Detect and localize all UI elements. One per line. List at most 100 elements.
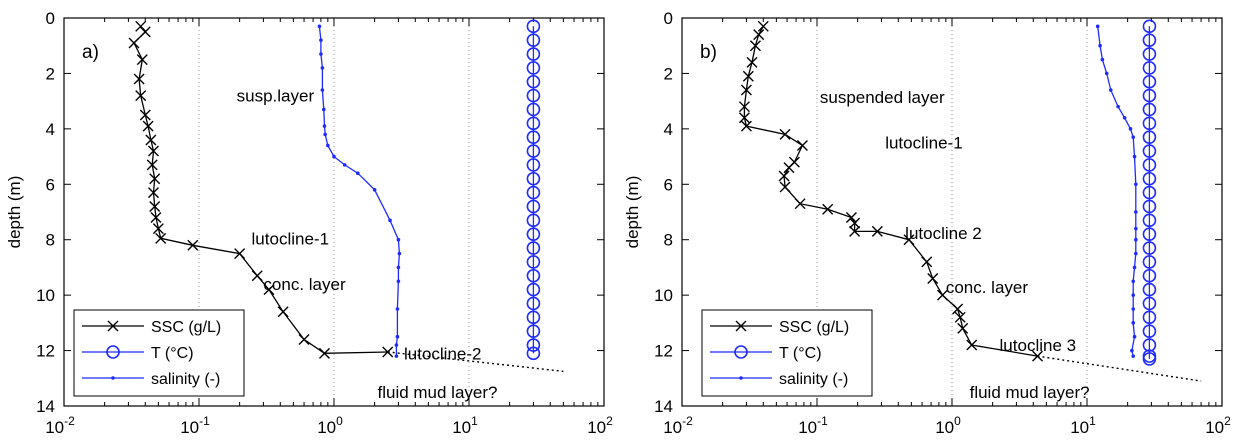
- chart-panel-2: 10-2 10-1 100 101 102 0 2 4 6 8 10 12 14 depth (m) sus…: [623, 9, 1231, 437]
- x-tick-label: 101: [452, 414, 478, 437]
- point-t-c: [1142, 33, 1157, 47]
- point-t-c: [526, 296, 541, 311]
- point-t-c: [1142, 61, 1157, 75]
- point-salinity: [1134, 237, 1138, 242]
- point-ssc-g-l: [742, 70, 754, 82]
- point-t-c: [1142, 47, 1157, 61]
- point-ssc-g-l: [927, 273, 939, 285]
- x-tick-label: 100: [317, 414, 343, 437]
- x-tick-label: 100: [935, 414, 961, 437]
- point-ssc-g-l: [871, 225, 883, 237]
- point-t-c: [526, 158, 541, 172]
- point-ssc-g-l: [146, 159, 158, 171]
- y-tick-label: 4: [664, 120, 673, 139]
- annotation-lutocline-2: lutocline 2: [905, 224, 982, 243]
- extrapolation-line: [1037, 355, 1202, 382]
- point-ssc-g-l: [1032, 350, 1044, 362]
- point-salinity: [1134, 226, 1138, 231]
- point-salinity: [1131, 354, 1136, 358]
- point-salinity: [321, 107, 326, 112]
- point-salinity: [1132, 154, 1137, 159]
- point-salinity: [396, 279, 401, 284]
- point-salinity: [319, 38, 323, 42]
- point-ssc-g-l: [152, 223, 164, 235]
- point-ssc-g-l: [149, 173, 161, 185]
- legend-label: SSC (g/L): [779, 319, 849, 336]
- legend-marker: [107, 320, 119, 332]
- point-salinity: [1131, 279, 1136, 284]
- point-t-c: [1142, 19, 1157, 34]
- point-t-c: [1142, 227, 1157, 241]
- point-t-c: [526, 268, 541, 283]
- point-salinity: [1132, 265, 1137, 270]
- point-ssc-g-l: [318, 347, 330, 359]
- point-salinity: [1132, 334, 1137, 339]
- point-ssc-g-l: [139, 109, 151, 121]
- point-salinity: [396, 237, 401, 242]
- point-salinity: [1130, 348, 1134, 353]
- y-tick-label: 0: [664, 9, 673, 28]
- chart-panel-1: 10-2 10-1 100 101 102 0 2 4 6 8 10 12 14 depth (m) sus…: [5, 9, 613, 437]
- point-ssc-g-l: [954, 311, 966, 323]
- point-ssc-g-l: [740, 120, 752, 132]
- legend-marker: [111, 376, 115, 380]
- legend-marker: [106, 345, 120, 359]
- point-ssc-g-l: [133, 73, 145, 85]
- legend-label: T (°C): [779, 345, 822, 362]
- legend-box: [73, 309, 245, 397]
- point-t-c: [1142, 130, 1157, 144]
- point-ssc-g-l: [234, 248, 246, 260]
- point-ssc-g-l: [136, 54, 148, 66]
- point-ssc-g-l: [142, 120, 154, 132]
- point-t-c: [1142, 352, 1157, 366]
- point-t-c: [1142, 158, 1157, 172]
- point-salinity: [332, 154, 336, 159]
- point-salinity: [397, 251, 402, 256]
- point-ssc-g-l: [796, 139, 808, 151]
- point-t-c: [526, 19, 541, 34]
- y-axis-label: depth (m): [5, 176, 24, 249]
- y-tick-label: 14: [36, 397, 55, 416]
- point-ssc-g-l: [746, 56, 758, 68]
- point-ssc-g-l: [738, 112, 750, 124]
- point-salinity: [1122, 115, 1127, 120]
- point-salinity: [320, 88, 325, 92]
- point-ssc-g-l: [738, 101, 750, 113]
- point-ssc-g-l: [740, 84, 752, 96]
- x-tick-label: 10-1: [798, 414, 828, 437]
- point-salinity: [1134, 182, 1138, 187]
- point-salinity: [355, 171, 360, 175]
- point-t-c: [526, 47, 541, 61]
- point-ssc-g-l: [145, 134, 157, 146]
- point-t-c: [526, 227, 541, 241]
- point-ssc-g-l: [251, 270, 263, 282]
- series-line-salinity: [318, 26, 401, 357]
- point-salinity: [1116, 104, 1120, 109]
- point-salinity: [1128, 127, 1133, 131]
- legend-label: T (°C): [151, 345, 194, 362]
- point-salinity: [323, 132, 327, 137]
- point-t-c: [1142, 199, 1157, 214]
- point-ssc-g-l: [139, 26, 151, 38]
- point-salinity: [1098, 43, 1102, 48]
- point-salinity: [1131, 321, 1136, 325]
- point-ssc-g-l: [749, 40, 761, 52]
- point-t-c: [1142, 185, 1157, 200]
- legend-marker: [734, 345, 748, 359]
- point-t-c: [526, 74, 541, 89]
- point-ssc-g-l: [147, 187, 159, 199]
- y-tick-label: 6: [664, 175, 673, 194]
- y-axis-label: depth (m): [623, 176, 642, 249]
- point-salinity: [317, 24, 322, 29]
- point-ssc-g-l: [149, 200, 161, 212]
- point-t-c: [1142, 171, 1157, 186]
- legend-box: [701, 309, 873, 397]
- point-t-c: [1142, 338, 1157, 352]
- point-ssc-g-l: [779, 181, 791, 193]
- y-tick-label: 14: [654, 397, 673, 416]
- point-ssc-g-l: [936, 289, 948, 301]
- y-tick-label: 2: [664, 64, 673, 83]
- point-salinity: [1134, 210, 1138, 214]
- point-t-c: [526, 33, 541, 47]
- x-tick-label: 102: [587, 414, 613, 437]
